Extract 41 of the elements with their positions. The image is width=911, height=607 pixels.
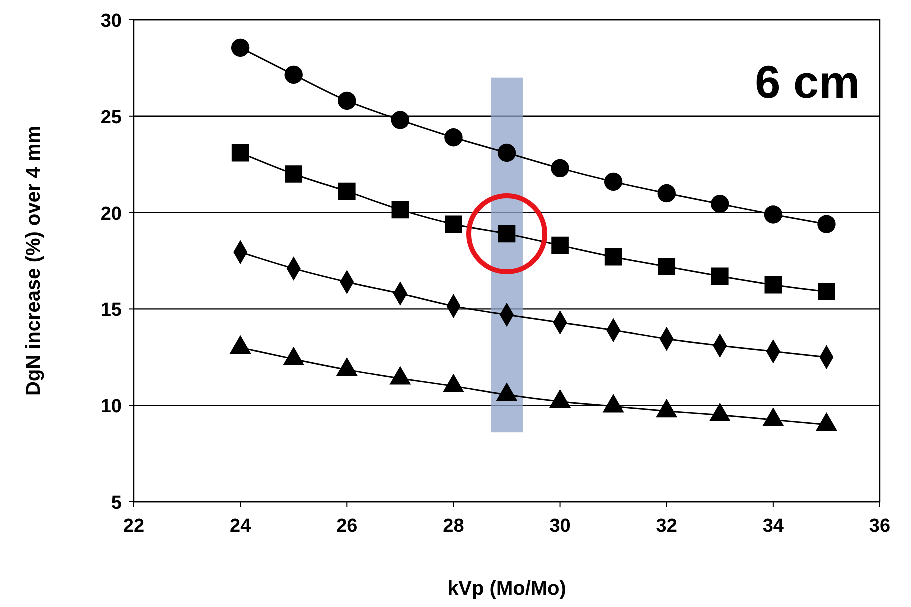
annotation: 6 cm: [755, 56, 860, 108]
point: [232, 144, 250, 162]
point: [764, 276, 782, 294]
point: [444, 128, 463, 147]
point: [445, 216, 462, 234]
point: [604, 248, 622, 266]
point: [392, 201, 410, 219]
point: [338, 182, 356, 200]
x-tick-label: 28: [443, 516, 464, 537]
point: [818, 283, 836, 301]
point: [338, 92, 356, 110]
point: [658, 258, 676, 276]
y-tick-label: 5: [111, 493, 122, 514]
x-tick-label: 32: [656, 516, 678, 537]
point: [285, 166, 303, 183]
point: [764, 206, 783, 224]
y-tick-label: 25: [100, 107, 122, 128]
x-tick-label: 22: [123, 516, 145, 537]
point: [498, 225, 516, 243]
y-axis-title: DgN increase (%) over 4 mm: [23, 126, 45, 396]
point: [711, 195, 730, 214]
point: [818, 215, 836, 234]
y-tick-label: 15: [100, 300, 122, 322]
y-tick-label: 30: [100, 11, 122, 32]
point: [551, 159, 570, 178]
x-tick-label: 34: [762, 516, 784, 537]
point: [552, 236, 569, 254]
y-tick-label: 10: [100, 396, 122, 418]
x-tick-label: 26: [336, 516, 358, 537]
point: [711, 268, 729, 286]
x-tick-label: 30: [550, 516, 571, 537]
x-tick-label: 36: [869, 516, 891, 537]
x-tick-label: 24: [230, 516, 252, 537]
point: [604, 172, 623, 192]
point: [231, 38, 250, 58]
point: [498, 144, 516, 162]
point: [658, 184, 676, 203]
y-tick-label: 20: [100, 204, 122, 225]
point: [391, 111, 410, 130]
point: [284, 66, 303, 84]
x-axis-title: kVp (Mo/Mo): [448, 578, 566, 600]
